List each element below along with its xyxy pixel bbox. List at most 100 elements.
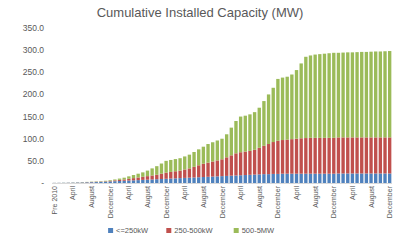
legend-label: 500-5MW bbox=[242, 226, 275, 235]
bar bbox=[206, 163, 209, 177]
bar bbox=[95, 181, 98, 182]
bar bbox=[53, 182, 56, 183]
bar bbox=[379, 173, 382, 183]
bar bbox=[90, 181, 93, 182]
x-tick-label: August bbox=[200, 186, 208, 208]
bar bbox=[351, 173, 354, 183]
bar bbox=[123, 178, 126, 180]
bar bbox=[318, 54, 321, 138]
bar bbox=[104, 180, 107, 182]
x-tick-label: April bbox=[293, 186, 301, 200]
x-tick-label: August bbox=[88, 186, 96, 208]
bar bbox=[76, 182, 79, 183]
bar bbox=[337, 53, 340, 138]
bar bbox=[160, 164, 163, 174]
bar bbox=[183, 169, 186, 177]
bar bbox=[192, 152, 195, 167]
bar bbox=[99, 181, 102, 182]
bar bbox=[160, 179, 163, 183]
bar bbox=[351, 52, 354, 137]
bar bbox=[155, 166, 158, 175]
bar bbox=[374, 51, 377, 137]
bar bbox=[169, 172, 172, 179]
bar bbox=[355, 52, 358, 137]
bar bbox=[281, 78, 284, 140]
tick-mark bbox=[49, 160, 52, 161]
y-tick-label: 50.0 bbox=[27, 156, 44, 166]
bar bbox=[146, 180, 149, 183]
y-tick-label: 250.0 bbox=[23, 67, 45, 77]
bar bbox=[81, 182, 84, 183]
bar bbox=[99, 181, 102, 182]
tick-mark bbox=[49, 183, 52, 184]
x-tick-label: April bbox=[69, 186, 77, 200]
x-tick-label: December bbox=[330, 185, 337, 218]
bar bbox=[109, 180, 112, 182]
bar bbox=[262, 146, 265, 174]
bar bbox=[192, 167, 195, 178]
bar bbox=[360, 52, 363, 137]
bar bbox=[230, 155, 233, 175]
bar bbox=[262, 101, 265, 146]
y-tick-label: 100.0 bbox=[23, 134, 45, 144]
bar bbox=[346, 137, 349, 173]
bar bbox=[146, 176, 149, 180]
bar bbox=[123, 181, 126, 183]
bar bbox=[300, 63, 303, 138]
bar bbox=[313, 55, 316, 138]
x-tick-label: December bbox=[219, 185, 226, 218]
bar bbox=[211, 162, 214, 177]
bar bbox=[132, 178, 135, 180]
x-tick-label: August bbox=[312, 186, 320, 208]
bar bbox=[216, 176, 219, 183]
bar bbox=[123, 179, 126, 180]
bar bbox=[365, 173, 368, 183]
bar bbox=[383, 137, 386, 173]
x-tick-label: August bbox=[368, 186, 376, 208]
bar bbox=[230, 128, 233, 156]
bar bbox=[155, 175, 158, 179]
x-tick-label: April bbox=[237, 186, 245, 200]
bar bbox=[225, 176, 228, 183]
legend: <=250kW250-500kW500-5MW bbox=[108, 226, 275, 235]
bar bbox=[160, 174, 163, 179]
bar bbox=[164, 161, 167, 173]
bar bbox=[127, 176, 130, 178]
bar bbox=[253, 150, 256, 175]
bar bbox=[146, 171, 149, 177]
bar bbox=[85, 181, 88, 182]
bar bbox=[234, 121, 237, 153]
bar bbox=[351, 137, 354, 173]
bar bbox=[197, 149, 200, 165]
bar bbox=[374, 173, 377, 183]
bar bbox=[355, 173, 358, 183]
bar bbox=[383, 51, 386, 137]
bar bbox=[360, 173, 363, 183]
bar bbox=[248, 151, 251, 175]
legend-swatch bbox=[234, 228, 239, 233]
bar bbox=[346, 52, 349, 137]
bar bbox=[309, 55, 312, 137]
bar bbox=[239, 117, 242, 153]
tick-mark bbox=[49, 94, 52, 95]
bar bbox=[369, 137, 372, 173]
bar bbox=[300, 174, 303, 183]
bar bbox=[388, 173, 391, 183]
bar bbox=[202, 164, 205, 177]
bar bbox=[220, 139, 223, 160]
bar bbox=[300, 138, 303, 173]
bar bbox=[150, 179, 153, 183]
bar bbox=[327, 174, 330, 183]
bar bbox=[290, 139, 293, 174]
bar bbox=[81, 182, 84, 183]
bar bbox=[323, 54, 326, 138]
bar bbox=[136, 174, 139, 178]
bar bbox=[374, 137, 377, 173]
bar bbox=[174, 171, 177, 178]
bar bbox=[318, 138, 321, 174]
bar bbox=[76, 182, 79, 183]
bar bbox=[164, 173, 167, 179]
bar bbox=[337, 137, 340, 173]
legend-label: 250-500kW bbox=[174, 226, 213, 235]
bar bbox=[192, 177, 195, 183]
